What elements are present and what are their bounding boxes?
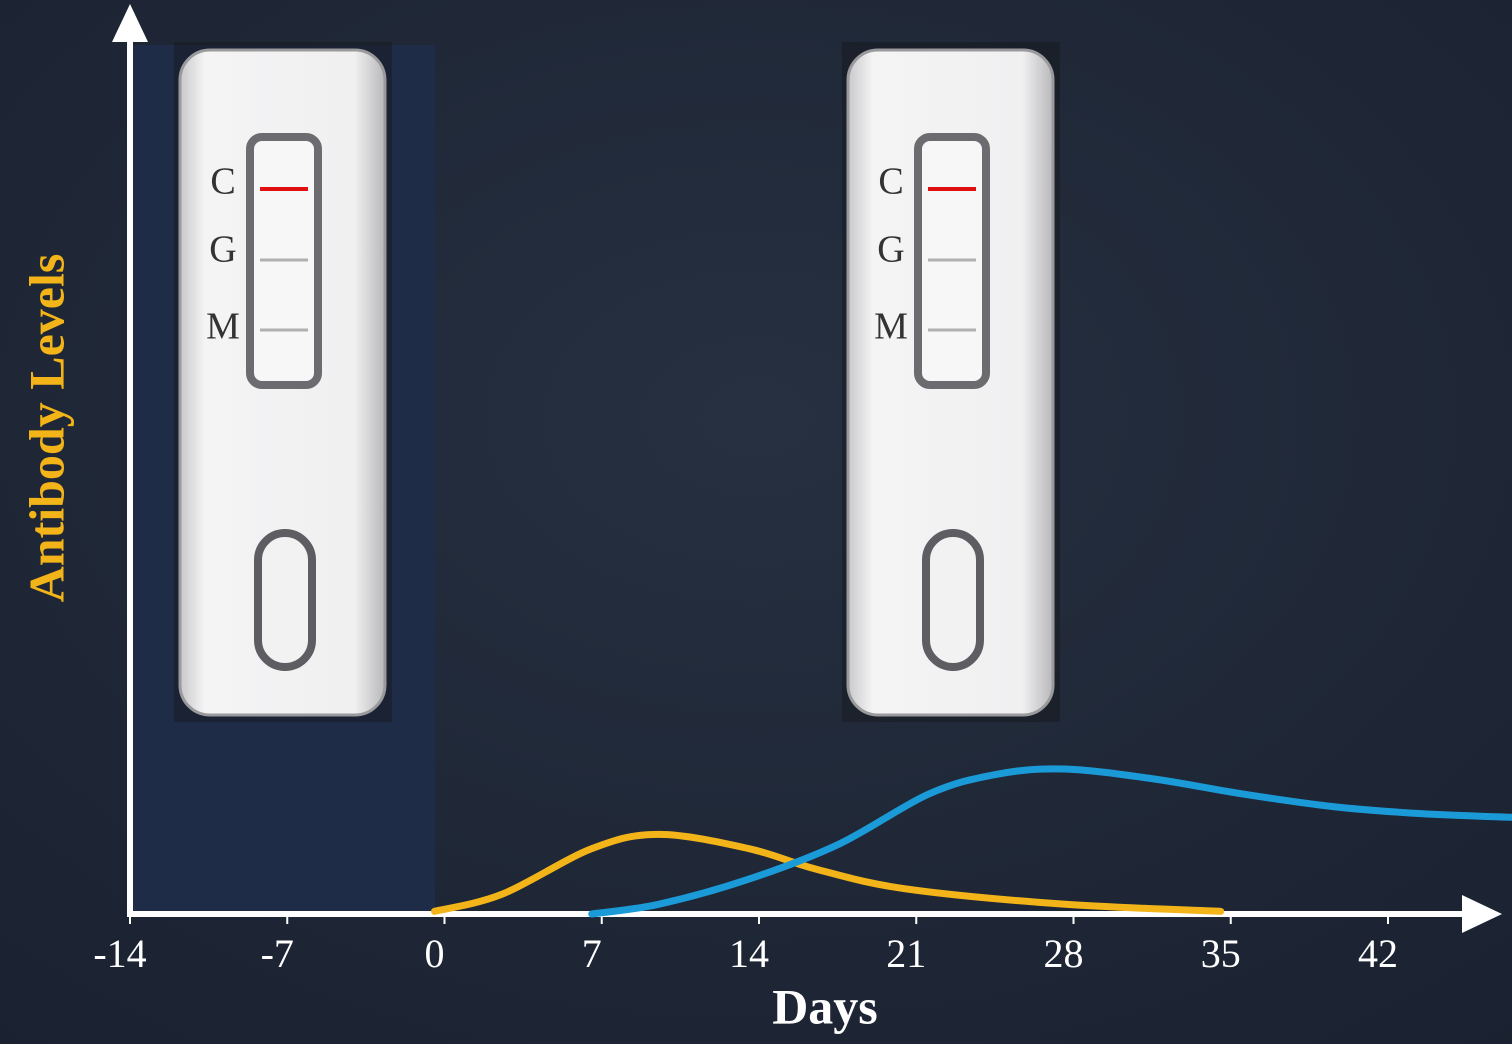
x-tick-label: 28 [1044, 931, 1084, 976]
x-tick-label: 7 [582, 931, 602, 976]
y-axis-label: Antibody Levels [18, 254, 74, 603]
x-tick-label: 35 [1201, 931, 1241, 976]
cassette-label: C [210, 161, 235, 203]
cassette-label: C [878, 161, 903, 203]
x-tick-label: 14 [729, 931, 769, 976]
y-axis-arrow [112, 4, 148, 42]
cassette-label: M [874, 306, 908, 348]
x-axis-arrow [1462, 895, 1502, 933]
antibody-curve [431, 830, 1225, 915]
cassette-label: G [877, 229, 904, 271]
x-tick-label: 42 [1358, 931, 1398, 976]
x-tick-label: -14 [93, 931, 146, 976]
x-tick-label: -7 [261, 931, 294, 976]
test-cassette: CGM [174, 42, 392, 722]
cassette-label: G [209, 229, 236, 271]
antibody-curve [588, 765, 1512, 918]
x-tick-label: 21 [886, 931, 926, 976]
cassette-label: M [206, 306, 240, 348]
sample-well [922, 529, 984, 671]
sample-well [254, 529, 316, 671]
x-tick-label: 0 [425, 931, 445, 976]
x-axis-label: Days [772, 978, 878, 1034]
test-cassette: CGM [842, 42, 1060, 722]
